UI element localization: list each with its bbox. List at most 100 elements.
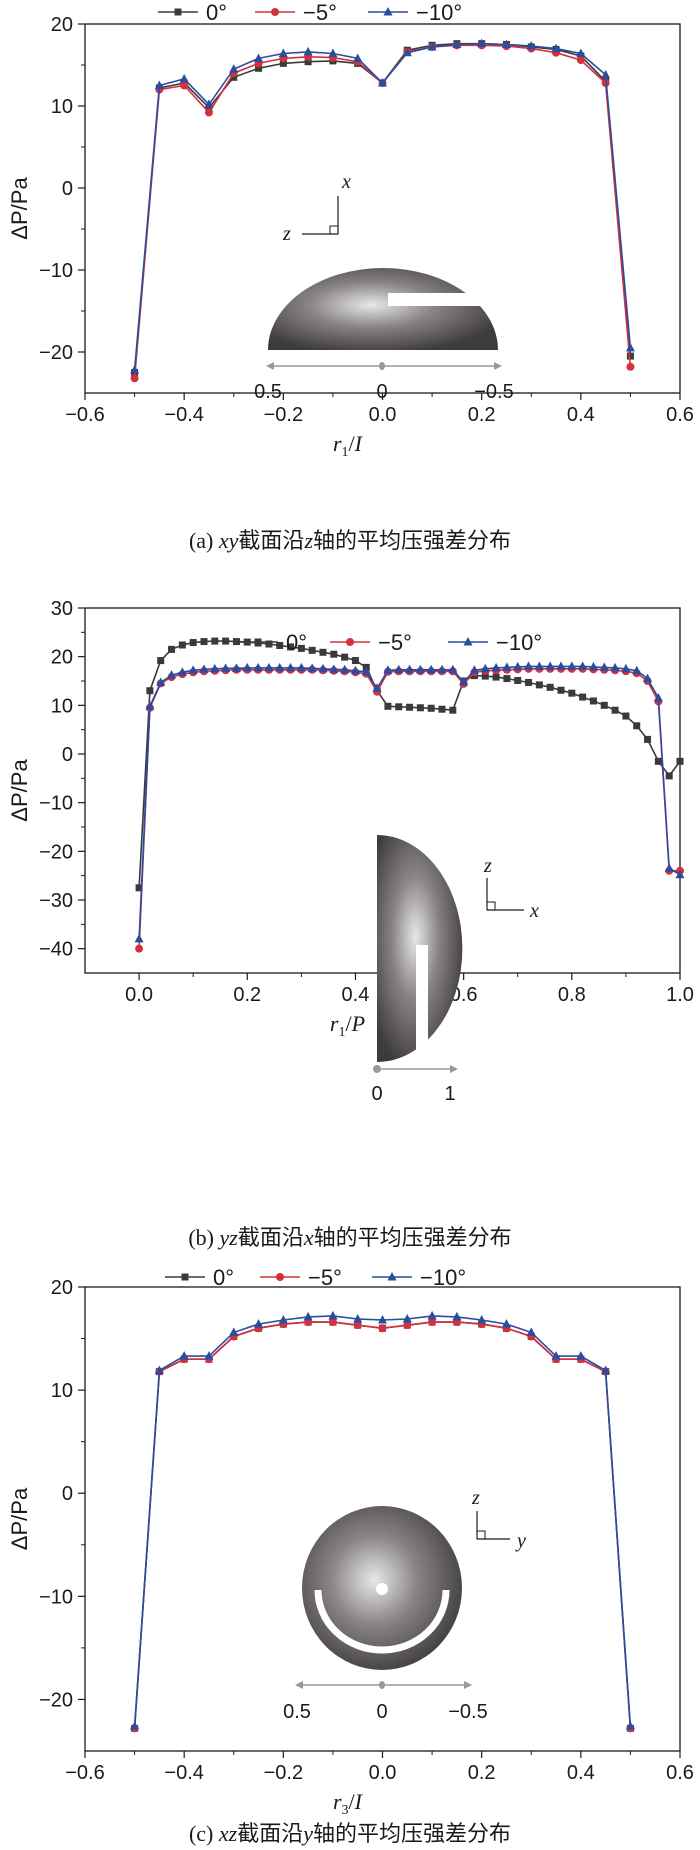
marker-square — [254, 638, 262, 646]
x-tick-label: 0.2 — [468, 404, 496, 426]
marker-square — [535, 681, 543, 689]
marker-circle — [346, 638, 354, 646]
marker-triangle — [303, 46, 313, 56]
marker-triangle — [167, 670, 177, 679]
caption-prefix: (b) — [188, 1225, 220, 1250]
marker-square — [633, 722, 641, 730]
marker-triangle — [534, 661, 544, 670]
axis-z-label: z — [282, 223, 291, 245]
marker-square — [514, 677, 522, 685]
marker-square — [146, 687, 154, 695]
x-tick-label: −0.6 — [65, 1762, 104, 1784]
marker-triangle — [372, 683, 382, 692]
caption-italic2: x — [303, 1225, 314, 1250]
marker-triangle — [415, 664, 425, 674]
marker-triangle — [278, 1314, 288, 1324]
axis-x-label: x — [529, 900, 539, 922]
origin-dot — [373, 1065, 381, 1073]
marker-square — [600, 701, 608, 709]
marker-circle — [276, 1273, 284, 1281]
marker-triangle — [179, 73, 189, 83]
marker-square — [265, 640, 273, 648]
marker-square — [276, 641, 284, 649]
caption-b: (b) yz截面沿x轴的平均压强差分布 — [0, 1220, 700, 1252]
caption-suffix: 轴的平均压强差分布 — [313, 528, 512, 553]
marker-square — [579, 693, 587, 701]
arrow-right-icon — [494, 362, 502, 370]
marker-triangle — [303, 1311, 313, 1321]
axis-x-label: x — [341, 171, 351, 193]
y-tick-label: −20 — [39, 1689, 73, 1711]
x-tick-label: 0.4 — [342, 984, 370, 1006]
caption-italic2: y — [303, 1821, 313, 1846]
marker-square — [279, 59, 287, 67]
marker-triangle — [632, 665, 642, 675]
legend-label: −5° — [303, 0, 337, 25]
marker-triangle — [578, 661, 588, 670]
marker-circle — [130, 374, 139, 383]
marker-square — [427, 704, 435, 712]
marker-triangle — [501, 39, 511, 48]
marker-square — [181, 1273, 189, 1281]
chart-c: −0.6 −0.4 −0.2 0.0 0.2 0.4 0.6 −20 −10 0 10 20 r3/I Δ… — [7, 1265, 694, 1818]
marker-triangle — [353, 1313, 363, 1323]
marker-square — [492, 673, 500, 681]
marker-square — [611, 706, 619, 714]
marker-square — [174, 8, 182, 16]
axis-z-label: z — [471, 1487, 480, 1509]
legend-label: −10° — [416, 0, 462, 25]
caption-c: (c) xz截面沿y轴的平均压强差分布 — [0, 1816, 700, 1848]
marker-triangle — [459, 676, 469, 686]
marker-square — [287, 643, 295, 651]
marker-square — [304, 58, 312, 66]
y-axis-title: ΔP/Pa — [7, 177, 32, 240]
marker-triangle — [556, 661, 566, 670]
marker-triangle — [231, 663, 241, 672]
marker-square — [211, 637, 219, 645]
marker-triangle — [588, 661, 598, 671]
inset-diagram: 0.5 0 −0.5 x z — [254, 171, 514, 403]
marker-square — [503, 675, 511, 683]
marker-square — [222, 637, 230, 645]
y-axis-title: ΔP/Pa — [7, 759, 32, 822]
marker-triangle — [318, 663, 328, 673]
y-tick-label: 0 — [62, 1483, 73, 1505]
marker-triangle — [328, 1310, 338, 1320]
inset-label: 0 — [371, 1083, 382, 1105]
x-tick-label: 0.4 — [567, 1762, 595, 1784]
right-angle-mark — [476, 1530, 486, 1540]
marker-triangle — [286, 662, 296, 672]
panel-a: −0.6 −0.4 −0.2 0.0 0.2 0.4 0.6 −20 −10 0 10 20 r1/I Δ… — [0, 0, 700, 560]
marker-triangle — [199, 664, 209, 673]
marker-circle — [135, 944, 144, 953]
marker-square — [395, 703, 403, 711]
arrow-right-icon — [464, 1681, 472, 1689]
marker-square — [308, 646, 316, 654]
inset-label: 0 — [376, 381, 387, 403]
marker-triangle — [405, 664, 415, 674]
arc-slot — [314, 1589, 450, 1654]
marker-triangle — [463, 637, 473, 646]
marker-triangle — [437, 664, 447, 674]
chart-a: −0.6 −0.4 −0.2 0.0 0.2 0.4 0.6 −20 −10 0 10 20 r1/I Δ… — [7, 0, 694, 460]
marker-triangle — [502, 662, 512, 671]
marker-square — [676, 757, 684, 765]
marker-circle — [180, 81, 189, 90]
marker-square — [644, 735, 652, 743]
origin-dot — [379, 362, 385, 370]
marker-triangle — [452, 1311, 462, 1321]
marker-triangle — [480, 663, 490, 673]
marker-square — [654, 757, 662, 765]
marker-square — [626, 352, 634, 360]
marker-triangle — [296, 662, 306, 672]
y-tick-label: 10 — [51, 96, 73, 118]
series-2 — [130, 1310, 635, 1730]
marker-square — [589, 697, 597, 705]
marker-triangle — [383, 665, 393, 674]
marker-triangle — [664, 863, 674, 872]
marker-triangle — [204, 99, 214, 108]
marker-triangle — [254, 53, 264, 62]
right-angle-mark — [486, 901, 496, 911]
x-tick-label: −0.6 — [65, 404, 104, 426]
marker-triangle — [576, 48, 586, 58]
